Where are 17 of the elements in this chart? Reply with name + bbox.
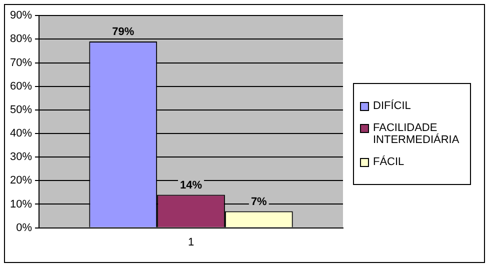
y-tick-label: 20% (10, 174, 32, 187)
y-tick-label: 60% (10, 80, 32, 92)
y-tick-label: 0% (16, 222, 32, 234)
y-tick-label: 30% (10, 151, 32, 164)
legend-label: DIFÍCIL (373, 100, 411, 112)
data-label: 79% (112, 26, 134, 38)
data-label: 7% (250, 196, 268, 208)
y-tick-label: 10% (10, 198, 32, 210)
y-tick-label: 40% (10, 128, 32, 140)
y-tick-label: 90% (10, 10, 32, 22)
legend-label: FACILIDADE INTERMEDIÁRIA (373, 122, 460, 146)
legend-label: FÁCIL (373, 156, 404, 168)
x-tick-label: 1 (188, 236, 194, 248)
y-tick-label: 70% (10, 56, 32, 69)
y-tick-label: 50% (10, 104, 32, 116)
data-label: 14% (180, 179, 202, 192)
y-tick-label: 80% (10, 33, 32, 46)
